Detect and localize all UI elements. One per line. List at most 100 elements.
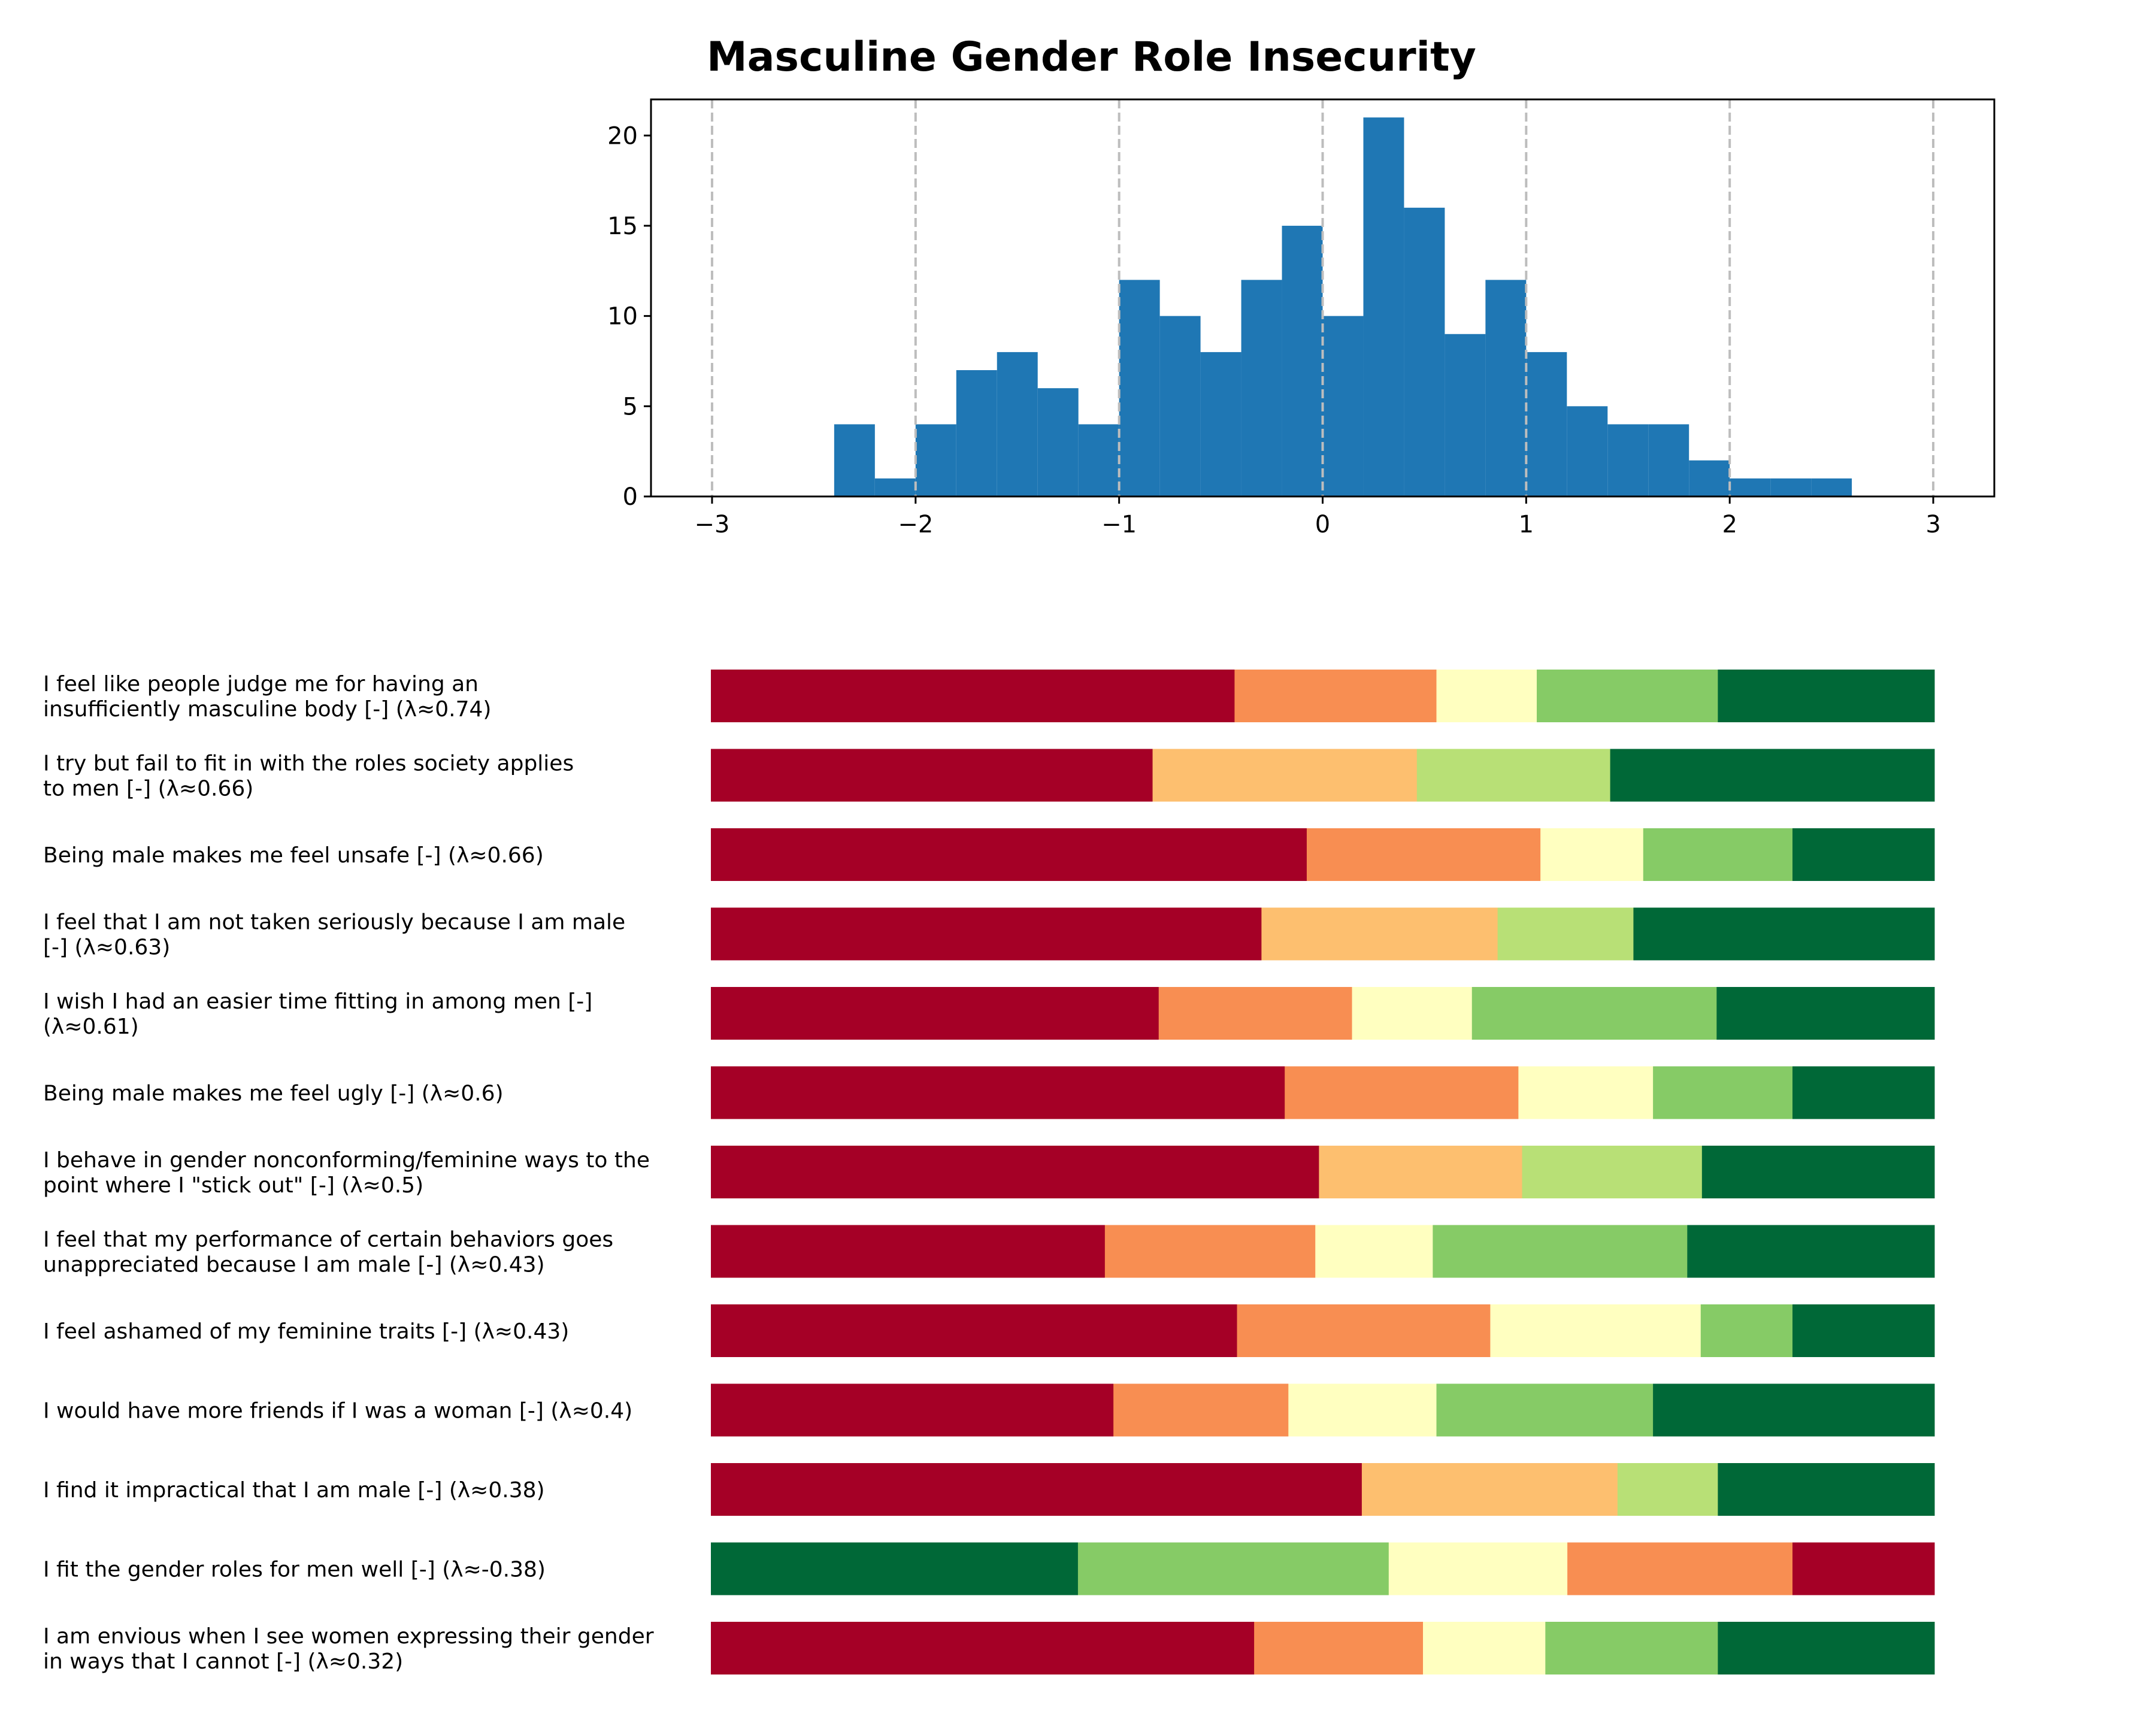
- likert-segment: [711, 907, 1262, 961]
- likert-segment: [1361, 1463, 1618, 1516]
- likert-segment: [1537, 670, 1718, 722]
- histogram-bar: [1730, 478, 1771, 496]
- histogram-bar: [997, 352, 1038, 496]
- histogram-bar: [1689, 460, 1730, 496]
- histogram-bar: [874, 478, 916, 496]
- likert-segment: [1545, 1622, 1718, 1674]
- likert-segment: [1158, 987, 1353, 1040]
- likert-segment: [1352, 987, 1473, 1040]
- likert-segment: [1306, 828, 1541, 881]
- likert-segment: [1234, 670, 1437, 722]
- histogram-title: Masculine Gender Role Insecurity: [707, 34, 1476, 81]
- histogram-bar: [1526, 352, 1567, 496]
- histogram-bar: [1282, 225, 1323, 496]
- histogram-bar: [1119, 280, 1160, 496]
- likert-segment: [1077, 1542, 1389, 1595]
- likert-segment: [711, 749, 1153, 802]
- likert-item-label: I would have more friends if I was a wom…: [43, 1399, 632, 1424]
- likert-segment: [711, 670, 1235, 722]
- likert-segment: [711, 1622, 1255, 1674]
- likert-segment: [1540, 828, 1644, 881]
- y-tick-label: 15: [607, 213, 638, 240]
- likert-item-label: (λ≈0.61): [43, 1015, 139, 1039]
- histogram-bar: [1037, 388, 1079, 496]
- histogram-bar: [1811, 478, 1852, 496]
- histogram-bar: [1363, 117, 1404, 497]
- likert-segment: [1792, 1542, 1935, 1595]
- likert-segment: [1567, 1542, 1793, 1595]
- x-tick-label: 1: [1519, 511, 1534, 538]
- likert-segment: [1617, 1463, 1718, 1516]
- likert-segment: [1653, 1383, 1935, 1437]
- likert-segment: [1288, 1383, 1437, 1437]
- likert-item-label: [-] (λ≈0.63): [43, 935, 170, 960]
- likert-segment: [1716, 987, 1935, 1040]
- histogram-bar: [956, 370, 997, 496]
- likert-segment: [1436, 670, 1537, 722]
- likert-segment: [1610, 749, 1935, 802]
- likert-item-label: I find it impractical that I am male [-]…: [43, 1478, 545, 1503]
- likert-item-label: unappreciated because I am male [-] (λ≈0…: [43, 1253, 545, 1277]
- likert-item-label: I feel that I am not taken seriously bec…: [43, 910, 625, 935]
- likert-segment: [711, 1463, 1362, 1516]
- likert-segment: [1315, 1225, 1433, 1278]
- likert-segment: [1701, 1146, 1935, 1198]
- likert-segment: [1518, 1066, 1654, 1119]
- likert-segment: [1643, 828, 1793, 881]
- likert-segment: [1490, 1304, 1701, 1357]
- likert-segment: [711, 1542, 1079, 1595]
- likert-stacked-bars: I feel like people judge me for having a…: [43, 670, 1935, 1674]
- likert-segment: [711, 987, 1159, 1040]
- likert-segment: [1261, 907, 1498, 961]
- likert-segment: [1718, 1622, 1935, 1674]
- likert-segment: [1237, 1304, 1491, 1357]
- likert-item-label: I am envious when I see women expressing…: [43, 1624, 654, 1649]
- histogram-bar: [1322, 316, 1364, 496]
- histogram-bar: [1607, 424, 1649, 496]
- x-tick-label: 3: [1925, 511, 1940, 538]
- y-tick-label: 0: [623, 483, 638, 511]
- likert-item-label: I feel ashamed of my feminine traits [-]…: [43, 1319, 569, 1344]
- likert-segment: [1436, 1383, 1654, 1437]
- likert-segment: [1792, 1304, 1935, 1357]
- y-tick-label: 10: [607, 303, 638, 331]
- likert-segment: [1522, 1146, 1703, 1198]
- likert-segment: [1653, 1066, 1793, 1119]
- x-tick-label: −2: [898, 511, 933, 538]
- likert-segment: [1113, 1383, 1289, 1437]
- likert-segment: [711, 1225, 1106, 1278]
- likert-segment: [1792, 828, 1935, 881]
- likert-segment: [711, 1383, 1114, 1437]
- likert-segment: [1687, 1225, 1935, 1278]
- likert-item-label: to men [-] (λ≈0.66): [43, 777, 253, 801]
- likert-item-label: I try but fail to fit in with the roles …: [43, 752, 574, 776]
- likert-segment: [711, 1146, 1319, 1198]
- likert-item-label: point where I "stick out" [-] (λ≈0.5): [43, 1173, 423, 1198]
- likert-item-label: I wish I had an easier time fitting in a…: [43, 989, 592, 1014]
- likert-segment: [1718, 670, 1935, 722]
- likert-item-label: Being male makes me feel ugly [-] (λ≈0.6…: [43, 1082, 504, 1106]
- x-tick-label: 0: [1315, 511, 1330, 538]
- histogram-bar: [1404, 207, 1445, 496]
- histogram-bar: [1445, 334, 1486, 496]
- likert-segment: [1718, 1463, 1935, 1516]
- likert-segment: [1254, 1622, 1424, 1674]
- likert-segment: [1285, 1066, 1519, 1119]
- histogram-bar: [1078, 424, 1119, 496]
- likert-segment: [1700, 1304, 1793, 1357]
- histogram-bar: [1241, 280, 1282, 496]
- likert-segment: [1633, 907, 1935, 961]
- histogram-bar: [1200, 352, 1241, 496]
- histogram-bar: [1648, 424, 1689, 496]
- likert-segment: [711, 1304, 1237, 1357]
- y-tick-label: 5: [623, 393, 638, 420]
- likert-segment: [1433, 1225, 1688, 1278]
- likert-item-label: Being male makes me feel unsafe [-] (λ≈0…: [43, 843, 544, 868]
- likert-item-label: insufficiently masculine body [-] (λ≈0.7…: [43, 697, 491, 722]
- histogram-bar: [1485, 280, 1527, 496]
- likert-segment: [1423, 1622, 1546, 1674]
- likert-item-label: I behave in gender nonconforming/feminin…: [43, 1148, 650, 1173]
- histogram-bar: [1567, 406, 1608, 496]
- y-tick-label: 20: [607, 122, 638, 150]
